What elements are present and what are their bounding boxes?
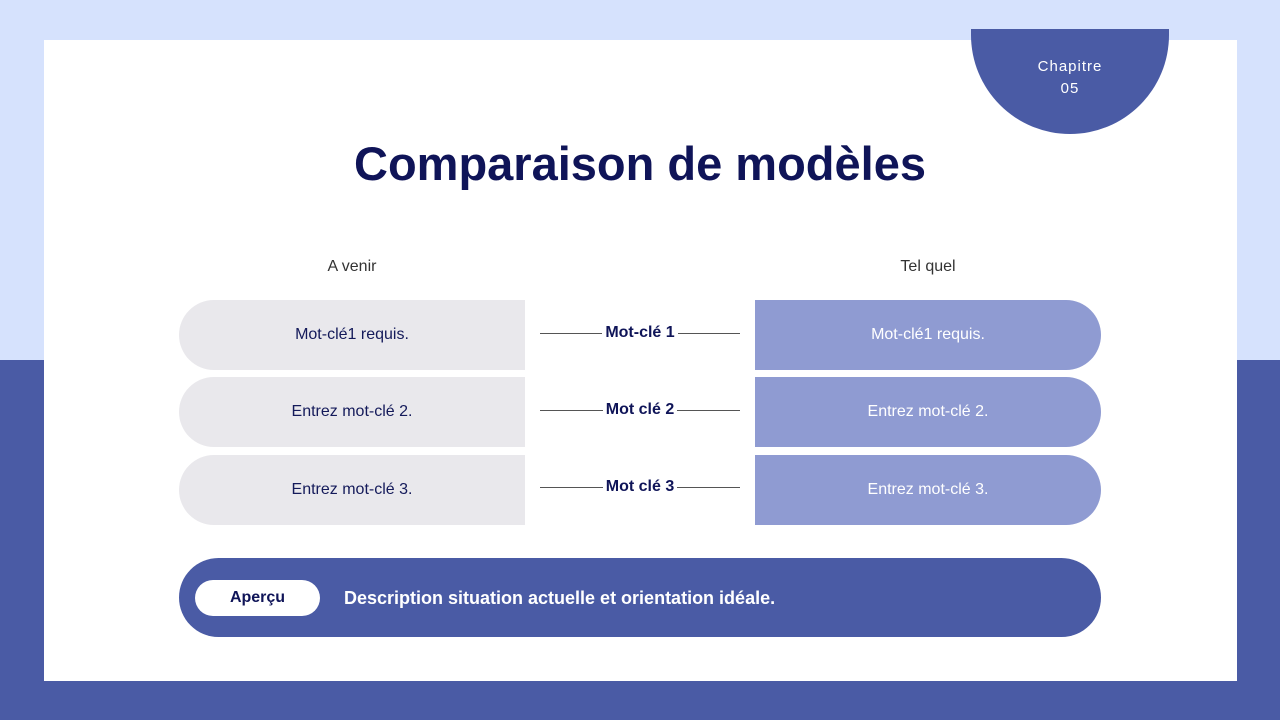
left-item-3: Entrez mot-clé 3. — [179, 455, 525, 525]
row-label-text: Mot clé 3 — [605, 478, 675, 495]
page-title: Comparaison de modèles — [354, 137, 926, 190]
column-header-right: Tel quel — [900, 258, 956, 275]
right-item-1: Mot-clé1 requis. — [755, 300, 1101, 370]
right-item-3: Entrez mot-clé 3. — [755, 455, 1101, 525]
left-item-2: Entrez mot-clé 2. — [179, 377, 525, 447]
summary-bar: Aperçu Description situation actuelle et… — [179, 558, 1101, 637]
left-item-1: Mot-clé1 requis. — [179, 300, 525, 370]
chapter-label: Chapitre — [1037, 58, 1103, 75]
row-label-text: Mot clé 2 — [605, 401, 675, 418]
row-label-1: Mot-clé 1 — [540, 324, 740, 342]
column-header-left: A venir — [327, 258, 377, 275]
row-label-3: Mot clé 3 — [540, 478, 740, 496]
row-label-text: Mot-clé 1 — [605, 324, 675, 341]
chapter-number: 05 — [1060, 80, 1080, 97]
right-item-2: Entrez mot-clé 2. — [755, 377, 1101, 447]
apercu-button[interactable]: Aperçu — [195, 580, 320, 616]
row-label-2: Mot clé 2 — [540, 401, 740, 419]
summary-text: Description situation actuelle et orient… — [344, 588, 776, 608]
